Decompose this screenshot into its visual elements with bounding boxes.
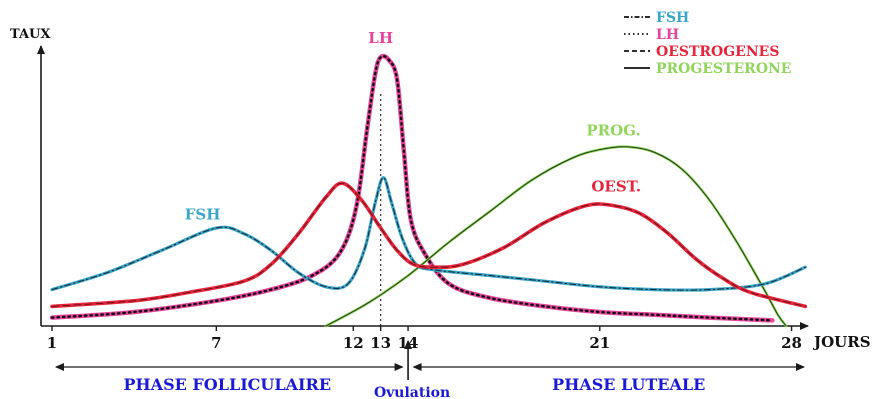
oestrogen-curve	[50, 181, 808, 309]
curve-labels: FSH LH OEST. PROG.	[185, 29, 641, 223]
progesterone-curve-core	[325, 146, 787, 327]
x-tick-label-1: 1	[47, 334, 57, 352]
x-ticks: 1 7 12 13 14 21 28	[47, 326, 802, 352]
oest-curve-label: OEST.	[591, 178, 641, 196]
progesterone-curve	[324, 145, 788, 328]
x-axis-label: JOURS	[812, 333, 871, 351]
x-tick-label-13: 13	[370, 334, 391, 352]
lh-curve	[49, 53, 775, 323]
ovulation-label: Ovulation	[374, 385, 450, 399]
legend-label-1: LH	[656, 27, 679, 43]
y-axis-label: TAUX	[10, 27, 51, 42]
lh-curve-label: LH	[368, 29, 393, 47]
x-tick-label-28: 28	[781, 334, 802, 352]
fsh-curve-pattern	[51, 177, 806, 291]
legend-label-3: PROGESTERONE	[656, 61, 791, 77]
oestrogen-curve-pattern	[51, 182, 806, 307]
legend-label-0: FSH	[656, 10, 689, 26]
cycle-phases: PHASE FOLLICULAIRE PHASE LUTEALE Ovulation	[54, 340, 805, 399]
legend-label-2: OESTROGENES	[656, 44, 779, 60]
x-tick-label-7: 7	[211, 334, 221, 352]
luteal-phase-label: PHASE LUTEALE	[552, 375, 705, 394]
follicular-phase-label: PHASE FOLLICULAIRE	[124, 375, 332, 394]
prog-curve-label: PROG.	[586, 122, 640, 140]
lh-curve-dots	[50, 54, 774, 322]
x-tick-label-21: 21	[589, 334, 610, 352]
fsh-curve-label: FSH	[185, 206, 221, 224]
x-tick-label-12: 12	[343, 334, 364, 352]
hormone-curves	[49, 53, 808, 328]
fsh-curve	[50, 176, 807, 292]
